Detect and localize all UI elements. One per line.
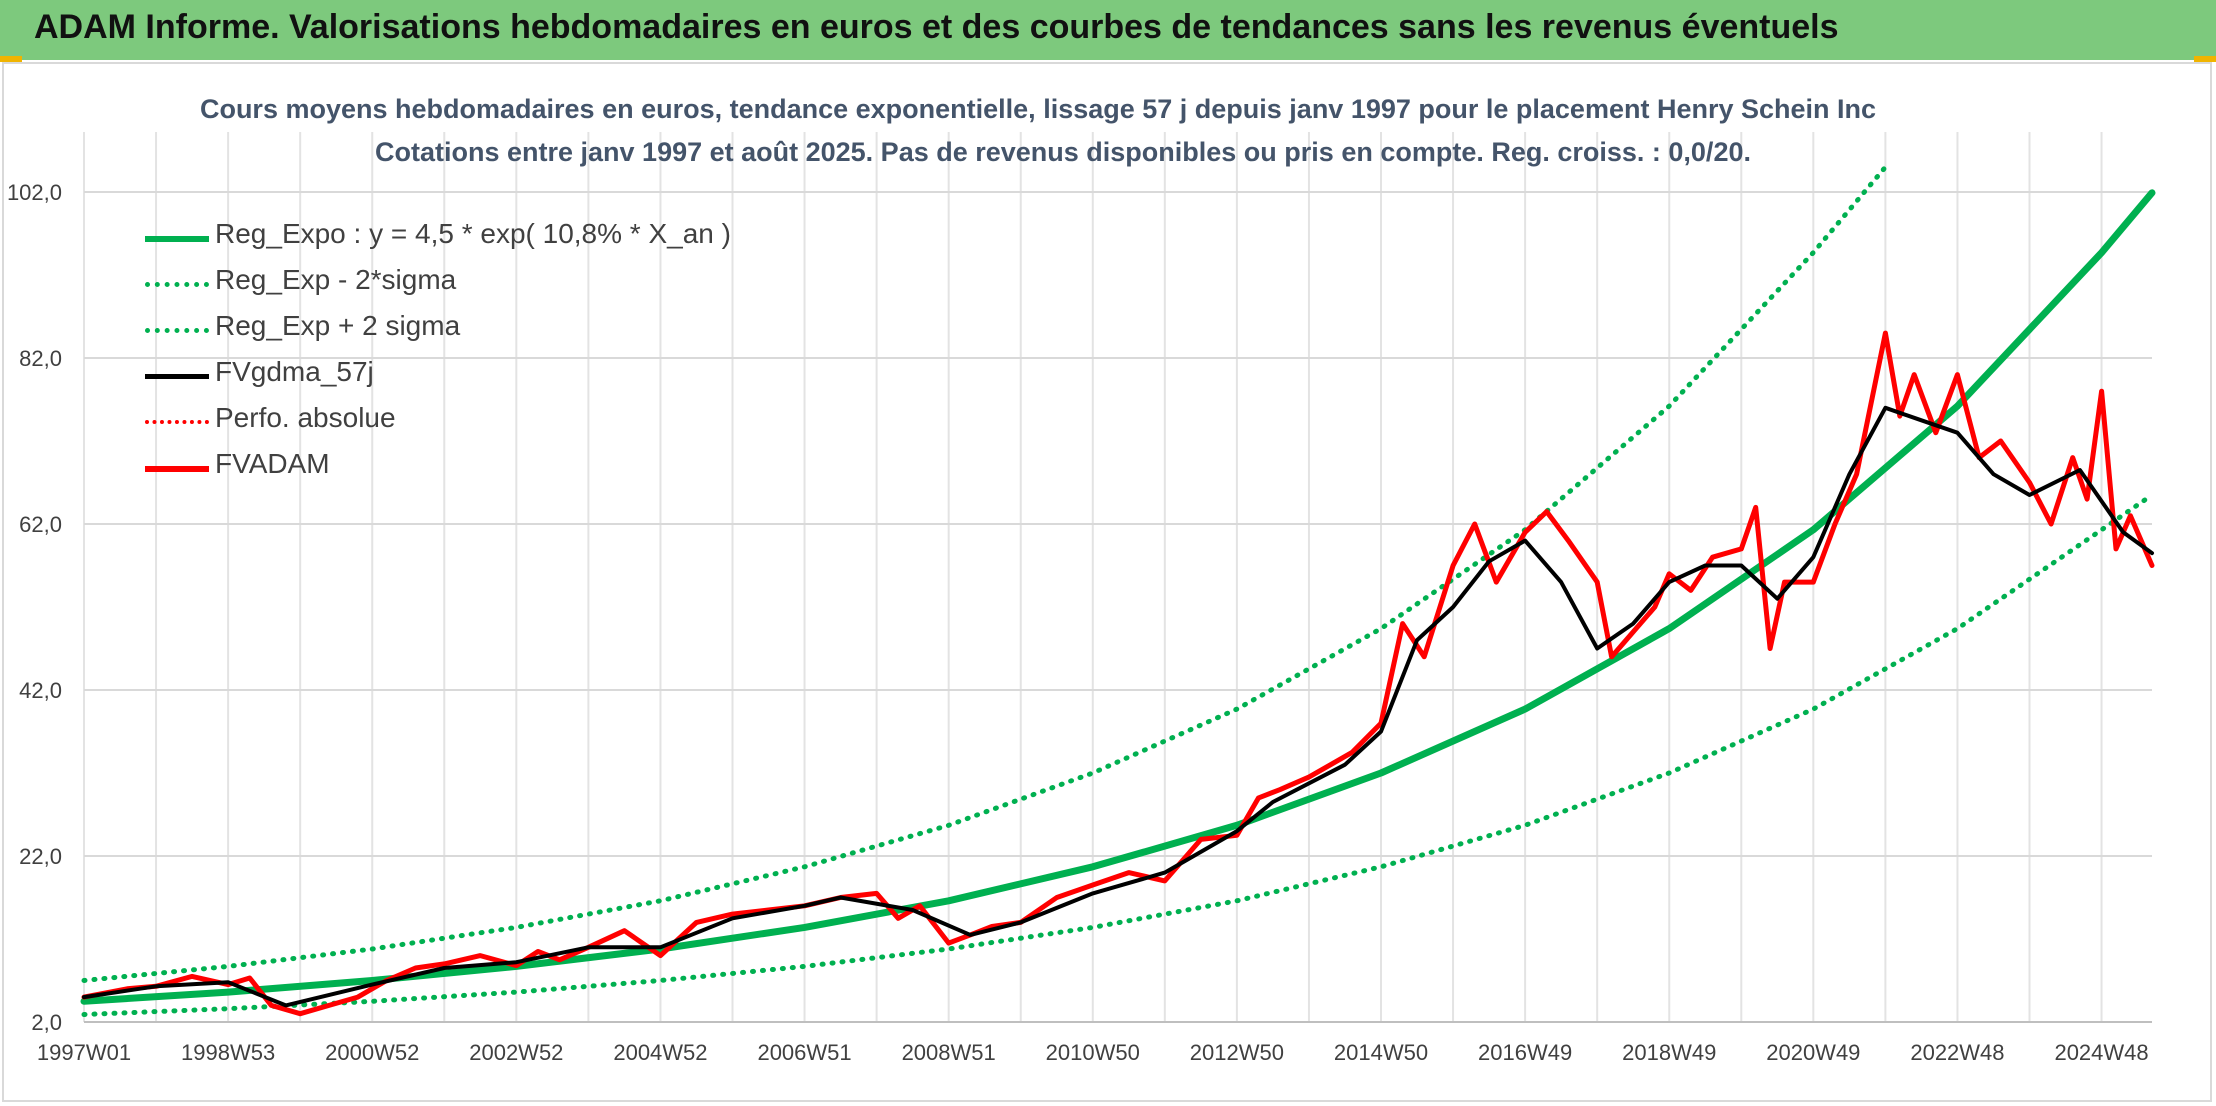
x-tick-label: 2024W48 [2054, 1040, 2148, 1065]
legend-swatch [145, 236, 209, 242]
x-tick-label: 2002W52 [469, 1040, 563, 1065]
x-tick-label: 2014W50 [1334, 1040, 1428, 1065]
x-tick-label: 2006W51 [757, 1040, 851, 1065]
legend-label: FVgdma_57j [215, 356, 374, 387]
corner-accent-right [2194, 56, 2216, 62]
legend-label: Reg_Expo : y = 4,5 * exp( 10,8% * X_an ) [215, 218, 731, 249]
grid [83, 132, 2152, 1023]
chart-frame [2, 62, 2212, 1102]
legend-swatch [145, 374, 209, 379]
legend-swatch [145, 328, 209, 333]
x-tick-label: 2016W49 [1478, 1040, 1572, 1065]
y-tick-label: 2,0 [31, 1010, 62, 1035]
series-layer [80, 164, 2156, 1017]
x-tick-label: 2022W48 [1910, 1040, 2004, 1065]
x-tick-label: 2010W50 [1046, 1040, 1140, 1065]
y-tick-label: 62,0 [19, 512, 62, 537]
y-tick-label: 102,0 [7, 180, 62, 205]
x-tick-label: 1998W53 [181, 1040, 275, 1065]
y-tick-label: 82,0 [19, 346, 62, 371]
legend-swatch [145, 420, 209, 424]
x-tick-label: 2000W52 [325, 1040, 419, 1065]
chart-subtitle: Cotations entre janv 1997 et août 2025. … [375, 137, 1751, 167]
chart-title: Cours moyens hebdomadaires en euros, ten… [199, 94, 1877, 124]
corner-accent-left [0, 56, 22, 62]
x-tick-label: 2004W52 [613, 1040, 707, 1065]
legend-swatch [145, 466, 209, 472]
x-tick-label: 2018W49 [1622, 1040, 1716, 1065]
x-tick-label: 1997W01 [37, 1040, 131, 1065]
x-tick-label: 2020W49 [1766, 1040, 1860, 1065]
legend-swatch [145, 282, 209, 287]
legend-label: Reg_Exp - 2*sigma [215, 264, 457, 295]
x-axis: 1997W01 1998W53 2000W52 2002W52 2004W52 2006W… [37, 1040, 2149, 1065]
series-line-1 [81, 492, 2155, 1017]
series-line-5 [81, 330, 2155, 1017]
series-line-0 [80, 189, 2156, 1005]
legend-label: Perfo. absolue [215, 402, 396, 433]
y-tick-label: 22,0 [19, 844, 62, 869]
legend-label: Reg_Exp + 2 sigma [215, 310, 461, 341]
legend-label: FVADAM [215, 448, 330, 479]
series-line-2 [81, 164, 1888, 983]
y-axis: 2,0 22,0 42,0 62,0 82,0 102,0 [7, 180, 62, 1035]
y-tick-label: 42,0 [19, 678, 62, 703]
header-banner: ADAM Informe. Valorisations hebdomadaire… [0, 0, 2216, 60]
series-line-3 [82, 405, 2154, 1008]
page-title: ADAM Informe. Valorisations hebdomadaire… [34, 8, 1839, 46]
x-tick-label: 2012W50 [1190, 1040, 1284, 1065]
x-tick-label: 2008W51 [902, 1040, 996, 1065]
